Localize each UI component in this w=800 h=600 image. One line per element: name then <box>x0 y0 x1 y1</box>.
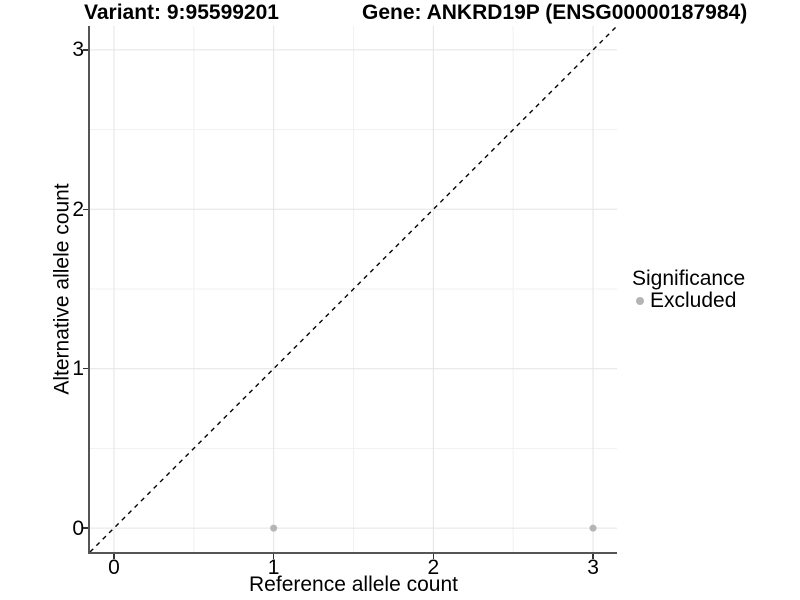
plot-title-gene: Gene: ANKRD19P (ENSG00000187984) <box>362 1 748 24</box>
x-tick-mark <box>272 554 275 559</box>
x-tick-label: 1 <box>267 556 280 579</box>
y-tick-label: 1 <box>72 357 84 381</box>
identity-line <box>90 26 617 552</box>
x-tick-label: 3 <box>587 556 599 579</box>
y-tick-mark <box>83 367 88 370</box>
plot-title-variant: Variant: 9:95599201 <box>84 1 279 24</box>
y-tick-mark <box>83 527 88 529</box>
data-point <box>270 524 278 532</box>
x-axis-title: Reference allele count <box>249 573 458 596</box>
data-point <box>589 524 597 532</box>
x-tick-mark <box>432 554 435 559</box>
x-tick-mark <box>592 554 594 559</box>
y-tick-label: 3 <box>72 38 84 62</box>
y-tick-mark <box>83 49 88 51</box>
legend-item-excluded: Excluded <box>632 290 745 312</box>
legend: Significance Excluded <box>632 268 745 312</box>
y-tick-mark <box>83 208 88 211</box>
y-tick-label: 2 <box>72 197 84 221</box>
x-axis-line <box>88 552 617 554</box>
y-axis-title: Alternative allele count <box>50 183 74 395</box>
legend-point-swatch <box>636 297 644 305</box>
x-tick-label: 0 <box>108 556 120 579</box>
legend-title: Significance <box>632 267 746 290</box>
plot-canvas <box>90 26 617 552</box>
legend-item-label: Excluded <box>650 289 737 312</box>
x-tick-mark <box>113 554 115 559</box>
plot-panel <box>90 26 617 552</box>
y-axis-line <box>88 26 90 554</box>
x-tick-label: 2 <box>427 556 440 579</box>
y-tick-label: 0 <box>72 516 84 540</box>
